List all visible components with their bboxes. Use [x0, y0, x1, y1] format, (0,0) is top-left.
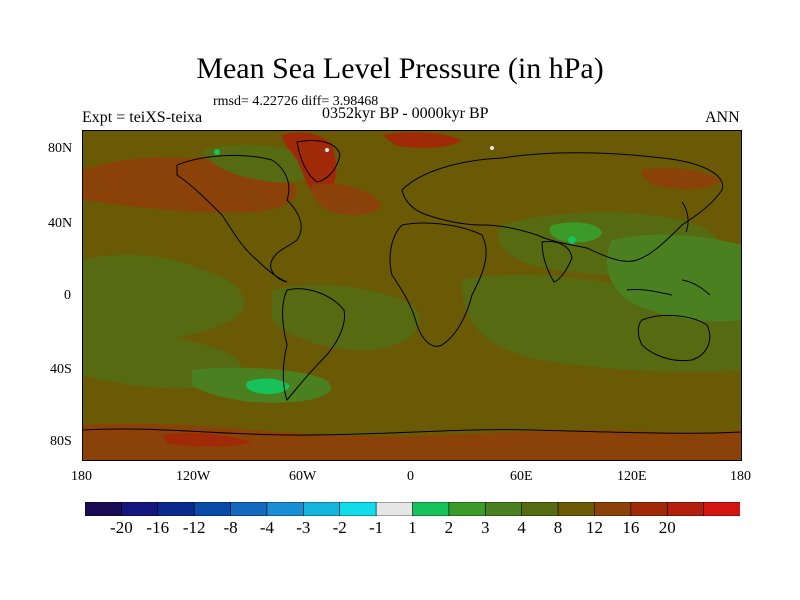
colorbar-swatch: [412, 502, 450, 516]
lat-label-0: 0: [64, 288, 71, 303]
contour-antarctic-margin: [82, 423, 742, 461]
map-frame: [82, 130, 742, 461]
contour-southern-ocean-west: [162, 432, 252, 447]
coastline-africa: [389, 222, 487, 347]
lat-label-40s: 40S: [50, 362, 72, 377]
colorbar-swatch: [303, 502, 341, 516]
experiment-label: Expt = teiXS-teixa: [82, 109, 203, 126]
colorbar-swatch: [484, 502, 523, 516]
contour-tibet-high: [549, 222, 602, 243]
contour-south-atlantic: [272, 285, 420, 351]
contour-west-pacific: [607, 234, 742, 322]
colorbar-swatch: [85, 502, 123, 516]
coastline-indonesia: [626, 279, 711, 296]
rmsd-diff-stats: rmsd= 4.22726 diff= 3.98468: [213, 94, 379, 109]
colorbar-label: -1: [369, 518, 384, 537]
contour-arctic-ridge: [382, 132, 462, 148]
colorbar-swatch: [266, 502, 305, 516]
colorbar-label: 4: [517, 518, 526, 537]
colorbar-swatch: [339, 502, 377, 516]
colorbar-label: -20: [110, 518, 133, 537]
colorbar-label: 3: [481, 518, 490, 537]
speck-1: [214, 149, 220, 155]
colorbar-label: 12: [585, 518, 603, 537]
colorbar-label: -2: [332, 518, 347, 537]
colorbar: [85, 502, 740, 516]
colorbar-label: -3: [296, 518, 311, 537]
contour-tropical-pacific: [82, 254, 245, 340]
contour-north-atlantic: [311, 183, 382, 216]
colorbar-swatch: [703, 502, 740, 516]
colorbar-swatch: [230, 502, 268, 516]
colorbar-label: 8: [553, 518, 563, 537]
colorbar-swatch: [157, 502, 195, 516]
lon-label-180w: 180: [71, 469, 92, 484]
lat-label-80n: 80N: [48, 141, 73, 156]
colorbar-swatch: [557, 502, 596, 516]
speck-2: [325, 148, 329, 152]
coastline-south-america: [282, 288, 346, 401]
pressure-map: [82, 130, 742, 461]
coastline-japan: [681, 201, 689, 233]
contour-drake-passage: [245, 378, 290, 394]
lon-label-120w: 120W: [176, 469, 211, 484]
lat-label-40n: 40N: [48, 216, 73, 231]
lon-label-60e: 60E: [510, 469, 533, 484]
colorbar-label: 1: [408, 518, 417, 537]
lon-label-0: 0: [407, 469, 414, 484]
colorbar-swatch: [666, 502, 705, 516]
coastline-india: [541, 241, 573, 283]
season-label: ANN: [705, 109, 740, 126]
lon-label-120e: 120E: [617, 469, 647, 484]
contour-north-america-low: [202, 144, 315, 183]
colorbar-swatch: [448, 502, 487, 516]
speck-4: [568, 236, 576, 244]
coastline-north-america: [176, 154, 302, 283]
lon-label-60w: 60W: [289, 469, 317, 484]
colorbar-label: -4: [259, 518, 275, 537]
colorbar-label: 2: [444, 518, 454, 537]
contour-east-asia: [641, 168, 722, 190]
colorbar-label: -8: [223, 518, 238, 537]
colorbar-swatch: [121, 502, 159, 516]
lat-label-80s: 80S: [50, 434, 72, 449]
coastline-australia: [637, 315, 711, 362]
lon-label-180e: 180: [730, 469, 751, 484]
coastline-europe-asia: [401, 152, 724, 262]
colorbar-swatch: [193, 502, 232, 516]
colorbar-swatch: [375, 502, 414, 516]
colorbar-label: -16: [146, 518, 170, 537]
arctic-specks: [214, 146, 576, 244]
colorbar-swatch: [521, 502, 559, 516]
colorbar-swatch: [594, 502, 632, 516]
colorbar-swatch: [630, 502, 669, 516]
speck-3: [490, 146, 494, 150]
coastline-greenland: [296, 140, 341, 183]
colorbar-label: 20: [658, 518, 676, 537]
colorbar-label: -12: [182, 518, 206, 537]
period-label: 0352kyr BP - 0000kyr BP: [322, 105, 489, 122]
coastline-antarctica: [82, 428, 742, 436]
map-title: Mean Sea Level Pressure (in hPa): [196, 52, 604, 85]
coastlines: [82, 140, 742, 436]
colorbar-label: 16: [622, 518, 640, 537]
